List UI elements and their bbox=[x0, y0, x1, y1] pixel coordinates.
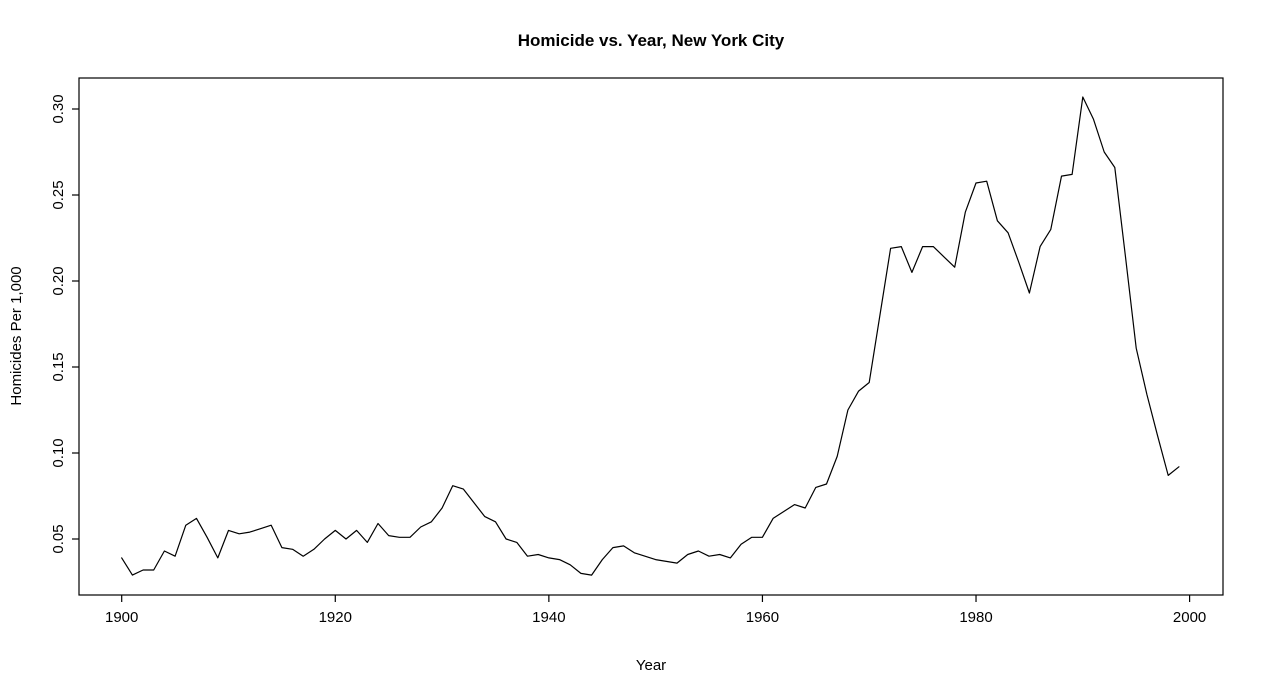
y-tick-label: 0.05 bbox=[50, 524, 67, 553]
x-axis-label: Year bbox=[636, 657, 666, 674]
x-tick-label: 1920 bbox=[319, 609, 352, 626]
y-tick-label: 0.30 bbox=[50, 94, 67, 123]
x-tick-label: 1960 bbox=[746, 609, 779, 626]
x-tick-label: 1980 bbox=[959, 609, 992, 626]
x-axis-ticks: 1900 1920 1940 1960 1980 2000 bbox=[105, 595, 1206, 626]
x-tick-label: 1900 bbox=[105, 609, 138, 626]
homicide-rate-line bbox=[121, 96, 1180, 576]
y-tick-label: 0.25 bbox=[50, 180, 67, 209]
y-tick-label: 0.10 bbox=[50, 438, 67, 467]
y-tick-label: 0.20 bbox=[50, 266, 67, 295]
y-axis-ticks: 0.05 0.10 0.15 0.20 0.25 0.30 bbox=[50, 94, 79, 554]
chart-title: Homicide vs. Year, New York City bbox=[518, 31, 785, 50]
x-tick-label: 2000 bbox=[1173, 609, 1206, 626]
y-axis-label: Homicides Per 1,000 bbox=[8, 266, 25, 405]
y-tick-label: 0.15 bbox=[50, 352, 67, 381]
x-tick-label: 1940 bbox=[532, 609, 565, 626]
plot-border bbox=[78, 77, 1224, 596]
